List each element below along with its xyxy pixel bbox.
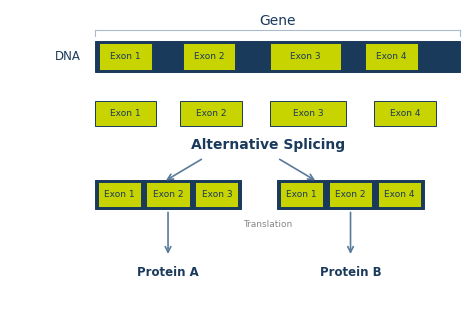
Text: Exon 3: Exon 3 (201, 190, 232, 199)
Text: Exon 4: Exon 4 (384, 190, 415, 199)
FancyBboxPatch shape (365, 43, 418, 70)
Text: Exon 1: Exon 1 (104, 190, 135, 199)
FancyBboxPatch shape (95, 41, 460, 72)
FancyBboxPatch shape (95, 101, 156, 126)
FancyBboxPatch shape (95, 180, 241, 209)
Text: Alternative Splicing: Alternative Splicing (191, 138, 345, 152)
Text: Exon 4: Exon 4 (376, 52, 407, 61)
FancyBboxPatch shape (270, 101, 346, 126)
Text: Exon 3: Exon 3 (293, 109, 323, 118)
FancyBboxPatch shape (329, 182, 372, 207)
FancyBboxPatch shape (98, 182, 141, 207)
Text: Gene: Gene (259, 14, 296, 28)
FancyBboxPatch shape (280, 182, 323, 207)
Text: Exon 1: Exon 1 (110, 52, 140, 61)
FancyBboxPatch shape (374, 101, 436, 126)
FancyBboxPatch shape (182, 43, 236, 70)
Text: Exon 4: Exon 4 (390, 109, 420, 118)
Text: Exon 1: Exon 1 (286, 190, 317, 199)
Text: Translation: Translation (243, 220, 292, 229)
Text: DNA: DNA (55, 50, 81, 63)
FancyBboxPatch shape (180, 101, 242, 126)
FancyBboxPatch shape (146, 182, 190, 207)
Text: Exon 3: Exon 3 (291, 52, 321, 61)
FancyBboxPatch shape (99, 43, 152, 70)
Text: Exon 2: Exon 2 (194, 52, 224, 61)
Text: Exon 1: Exon 1 (110, 109, 141, 118)
FancyBboxPatch shape (277, 180, 424, 209)
Text: Protein B: Protein B (319, 266, 382, 279)
Text: Exon 2: Exon 2 (335, 190, 366, 199)
FancyBboxPatch shape (270, 43, 341, 70)
Text: Exon 2: Exon 2 (196, 109, 226, 118)
FancyBboxPatch shape (195, 182, 238, 207)
FancyBboxPatch shape (378, 182, 421, 207)
Text: Protein A: Protein A (137, 266, 199, 279)
Text: Exon 2: Exon 2 (153, 190, 183, 199)
